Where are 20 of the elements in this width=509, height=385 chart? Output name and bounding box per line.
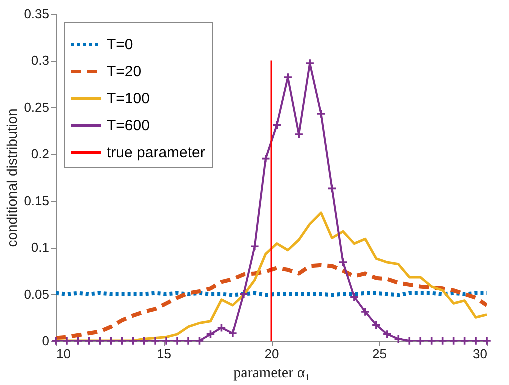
x-tick-label: 20 xyxy=(264,346,280,362)
y-tick-label: 0.3 xyxy=(31,53,50,68)
legend-label: T=100 xyxy=(107,90,150,108)
x-tick-label: 25 xyxy=(372,346,387,362)
y-axis-title: conditional distribution xyxy=(4,108,20,248)
y-tick-label: 0.05 xyxy=(24,286,50,302)
y-tick-label: 0.35 xyxy=(24,6,50,22)
y-tick-label: 0.15 xyxy=(24,193,50,208)
y-tick-label: 0.1 xyxy=(31,240,50,256)
legend-label: T=600 xyxy=(107,118,150,134)
y-tick-label: 0 xyxy=(42,334,50,348)
x-tick-label: 30 xyxy=(473,346,488,362)
y-tick-label: 0.25 xyxy=(24,100,50,115)
x-tick-label: 15 xyxy=(157,346,172,362)
legend-label: true parameter xyxy=(107,144,206,162)
y-tick-label: 0.2 xyxy=(31,146,50,162)
x-tick-label: 10 xyxy=(56,346,71,362)
legend-label: T=0 xyxy=(107,36,134,54)
legend-label: T=20 xyxy=(107,64,142,80)
x-axis-title: parameter α₁ xyxy=(234,366,310,382)
